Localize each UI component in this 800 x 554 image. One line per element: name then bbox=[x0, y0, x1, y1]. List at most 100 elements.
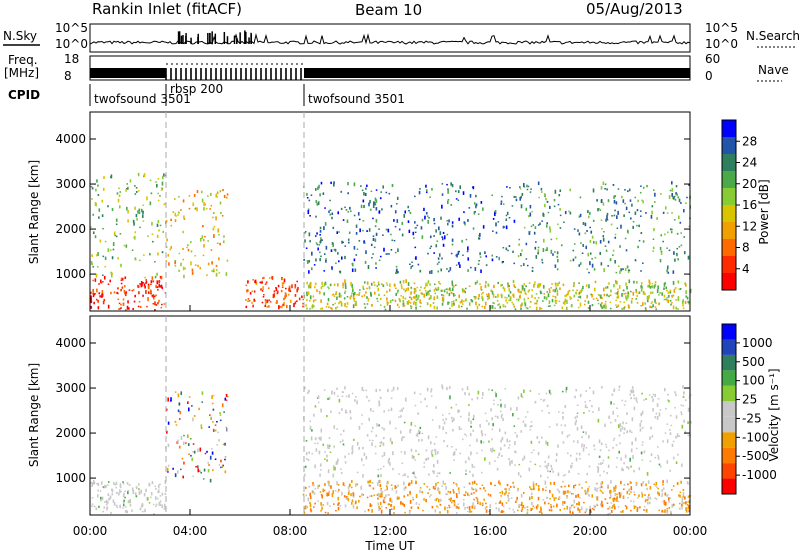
y-tick-label: 2000 bbox=[55, 222, 86, 236]
echo-cell bbox=[450, 204, 453, 206]
echo-cell bbox=[319, 239, 322, 243]
echo-cell bbox=[404, 289, 407, 293]
echo-cell bbox=[531, 210, 533, 213]
echo-cell bbox=[376, 482, 379, 486]
echo-cell bbox=[97, 299, 99, 303]
echo-cell bbox=[360, 485, 363, 490]
echo-cell bbox=[320, 255, 322, 258]
echo-cell bbox=[126, 510, 129, 514]
echo-cell bbox=[494, 296, 497, 298]
echo-cell bbox=[152, 240, 154, 243]
echo-cell bbox=[403, 304, 406, 307]
echo-cell bbox=[536, 436, 539, 439]
echo-cell bbox=[92, 292, 94, 295]
echo-cell bbox=[630, 491, 632, 493]
echo-cell bbox=[640, 185, 642, 187]
echo-cell bbox=[131, 487, 134, 491]
echo-cell bbox=[123, 244, 126, 247]
echo-cell bbox=[530, 492, 533, 496]
echo-cell bbox=[178, 269, 180, 272]
echo-cell bbox=[499, 482, 501, 486]
echo-cell bbox=[664, 492, 667, 496]
echo-cell bbox=[494, 212, 496, 217]
echo-cell bbox=[467, 246, 469, 251]
echo-cell bbox=[549, 489, 551, 494]
echo-cell bbox=[216, 444, 219, 446]
echo-cell bbox=[97, 306, 100, 310]
echo-cell bbox=[318, 244, 321, 246]
echo-cell bbox=[280, 289, 283, 293]
echo-cell bbox=[204, 452, 207, 455]
echo-cell bbox=[413, 471, 415, 476]
colorbar-tick-label: 25 bbox=[742, 393, 757, 407]
echo-cell bbox=[657, 454, 659, 457]
echo-cell bbox=[557, 444, 559, 448]
echo-cell bbox=[91, 187, 94, 190]
echo-cell bbox=[303, 511, 306, 514]
echo-cell bbox=[380, 473, 382, 478]
echo-cell bbox=[174, 391, 177, 393]
echo-cell bbox=[358, 446, 360, 450]
echo-cell bbox=[623, 301, 626, 304]
echo-cell bbox=[475, 496, 478, 499]
x-tick-label: 16:00 bbox=[473, 524, 508, 538]
echo-cell bbox=[379, 484, 382, 488]
echo-cell bbox=[436, 306, 438, 310]
echo-cell bbox=[301, 295, 303, 298]
echo-cell bbox=[612, 446, 614, 449]
echo-cell bbox=[113, 502, 116, 506]
echo-cell bbox=[336, 481, 338, 486]
echo-cell bbox=[302, 302, 304, 305]
echo-cell bbox=[547, 462, 550, 467]
echo-cell bbox=[122, 501, 125, 505]
echo-cell bbox=[607, 199, 610, 203]
echo-cell bbox=[436, 459, 439, 464]
echo-cell bbox=[449, 395, 451, 400]
echo-cell bbox=[588, 215, 590, 219]
echo-cell bbox=[481, 305, 484, 308]
echo-cell bbox=[540, 191, 543, 193]
echo-cell bbox=[641, 444, 644, 446]
echo-cell bbox=[102, 281, 104, 283]
echo-cell bbox=[430, 388, 433, 391]
echo-cell bbox=[333, 181, 335, 185]
echo-cell bbox=[386, 252, 389, 255]
echo-cell bbox=[119, 233, 122, 235]
echo-cell bbox=[433, 222, 436, 225]
echo-cell bbox=[371, 481, 374, 485]
echo-cell bbox=[170, 400, 172, 402]
echo-cell bbox=[533, 231, 536, 235]
echo-cell bbox=[359, 495, 361, 498]
echo-cell bbox=[638, 494, 640, 498]
echo-cell bbox=[503, 288, 506, 292]
echo-cell bbox=[134, 206, 136, 210]
echo-cell bbox=[115, 486, 117, 489]
echo-cell bbox=[304, 505, 307, 509]
echo-cell bbox=[341, 439, 344, 442]
echo-cell bbox=[263, 276, 265, 279]
echo-cell bbox=[398, 306, 400, 308]
echo-cell bbox=[537, 297, 540, 299]
echo-cell bbox=[372, 217, 374, 220]
echo-cell bbox=[678, 435, 681, 437]
echo-cell bbox=[349, 483, 351, 487]
echo-cell bbox=[331, 493, 334, 498]
echo-cell bbox=[101, 496, 104, 501]
echo-cell bbox=[400, 501, 402, 505]
echo-cell bbox=[430, 494, 432, 497]
echo-cell bbox=[362, 446, 364, 450]
echo-cell bbox=[448, 270, 450, 273]
echo-cell bbox=[600, 490, 603, 493]
echo-cell bbox=[606, 212, 609, 216]
echo-cell bbox=[161, 506, 163, 509]
echo-cell bbox=[288, 287, 291, 292]
echo-cell bbox=[209, 478, 212, 483]
echo-cell bbox=[310, 267, 313, 271]
echo-cell bbox=[649, 486, 652, 490]
echo-cell bbox=[338, 302, 340, 305]
echo-cell bbox=[138, 291, 140, 295]
echo-cell bbox=[100, 499, 102, 502]
echo-cell bbox=[138, 488, 140, 491]
echo-cell bbox=[416, 224, 419, 227]
echo-cell bbox=[537, 246, 540, 249]
